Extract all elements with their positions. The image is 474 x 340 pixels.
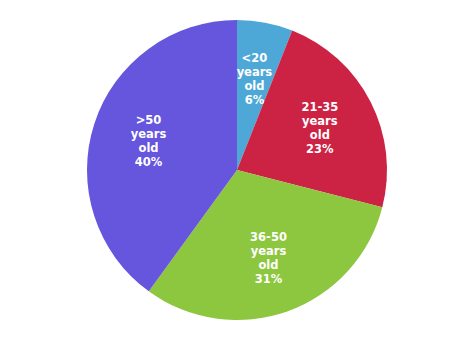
svg-text:<20yearsold6%: <20yearsold6% xyxy=(237,51,273,107)
svg-text:36-50yearsold31%: 36-50yearsold31% xyxy=(250,230,287,286)
svg-text:>50yearsold40%: >50yearsold40% xyxy=(131,113,167,169)
svg-text:21-35yearsold23%: 21-35yearsold23% xyxy=(301,100,338,156)
